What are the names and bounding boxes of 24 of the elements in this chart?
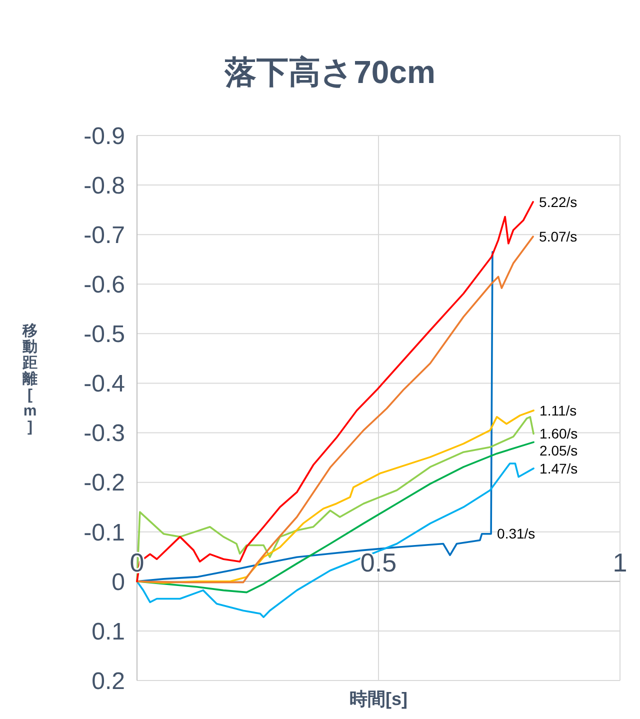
y-tick-label: -0.8 bbox=[84, 172, 125, 200]
y-tick-label: -0.5 bbox=[84, 321, 125, 348]
y-tick-label: -0.1 bbox=[84, 519, 125, 546]
y-tick-label: -0.7 bbox=[84, 222, 125, 249]
y-tick-label: 0 bbox=[112, 568, 125, 596]
y-tick-label: -0.2 bbox=[84, 470, 125, 497]
y-tick-label: 0.2 bbox=[92, 668, 125, 695]
x-tick-label: 0.5 bbox=[360, 547, 397, 578]
y-tick-label: -0.6 bbox=[84, 272, 125, 299]
annotation: 2.05/s bbox=[540, 442, 578, 459]
annotation: 5.07/s bbox=[539, 228, 578, 244]
y-tick-label: 0.1 bbox=[92, 618, 125, 646]
y-tick-label: -0.9 bbox=[84, 122, 125, 150]
y-tick-label: -0.3 bbox=[84, 420, 125, 448]
annotation: 0.31/s bbox=[497, 526, 536, 542]
y-axis-title: 移動距離[m] bbox=[22, 322, 38, 436]
annotation: 5.22/s bbox=[539, 194, 578, 210]
annotation: 1.60/s bbox=[540, 426, 578, 442]
y-tick-label: -0.4 bbox=[84, 370, 125, 398]
x-tick-label: 1 bbox=[612, 547, 628, 578]
annotation: 1.47/s bbox=[540, 460, 578, 476]
x-axis-title: 時間[s] bbox=[350, 689, 408, 709]
annotation: 1.11/s bbox=[540, 402, 577, 418]
chart-title: 落下高さ70cm bbox=[224, 54, 436, 90]
